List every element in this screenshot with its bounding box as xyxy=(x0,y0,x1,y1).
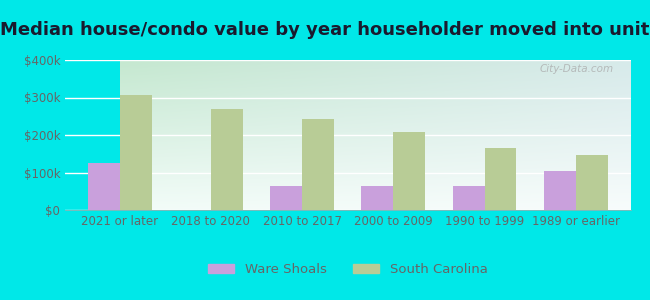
Bar xyxy=(544,171,576,210)
Bar xyxy=(393,132,425,210)
Text: Median house/condo value by year householder moved into unit: Median house/condo value by year househo… xyxy=(0,21,650,39)
Text: City-Data.com: City-Data.com xyxy=(540,64,614,74)
Bar xyxy=(452,186,484,210)
Bar xyxy=(211,109,243,210)
Bar xyxy=(270,186,302,210)
Bar xyxy=(484,148,517,210)
Bar xyxy=(88,163,120,210)
Bar xyxy=(361,186,393,210)
Legend: Ware Shoals, South Carolina: Ware Shoals, South Carolina xyxy=(202,258,493,281)
Bar xyxy=(302,119,334,210)
Bar xyxy=(576,154,608,210)
Bar xyxy=(120,95,151,210)
